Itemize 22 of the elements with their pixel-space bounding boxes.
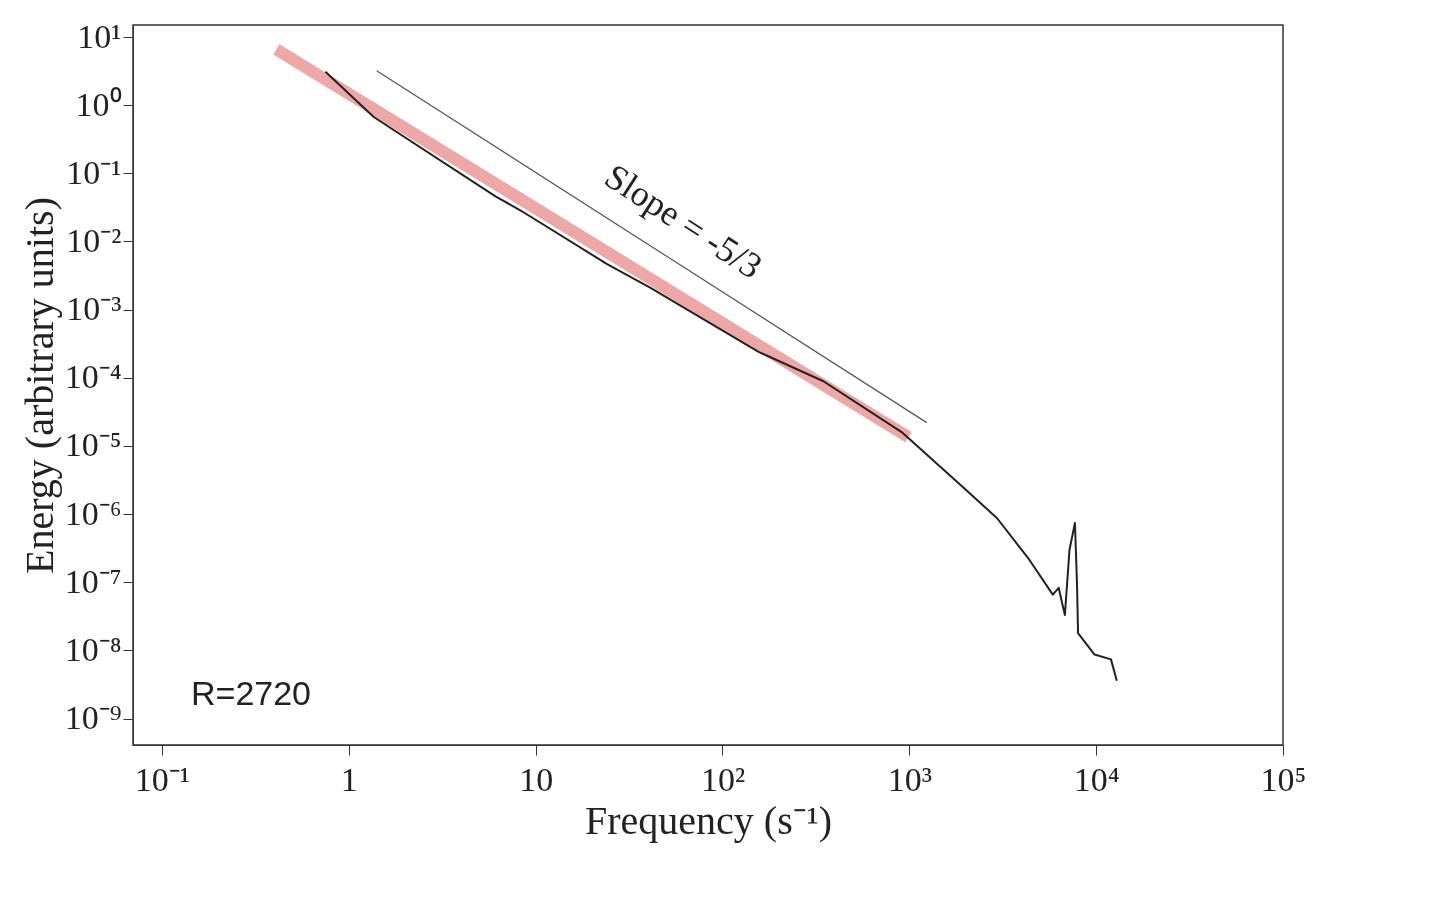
y-axis-title: Energy (arbitrary units) bbox=[16, 197, 62, 574]
x-axis-title: Frequency (s⁻¹) bbox=[584, 797, 833, 843]
annotation: Slope = -5/3 bbox=[597, 155, 770, 287]
y-tick-label: 10⁰ bbox=[75, 85, 122, 123]
y-tick-label: 10⁻⁶ bbox=[64, 494, 122, 532]
y-tick-label: 10⁻³ bbox=[66, 290, 122, 328]
y-tick-label: 10⁻⁷ bbox=[64, 562, 122, 600]
y-tick-label: 10⁻⁵ bbox=[64, 426, 122, 464]
y-tick-label: 10⁻² bbox=[66, 221, 122, 259]
x-tick-label: 10⁴ bbox=[1073, 760, 1120, 798]
x-tick-label: 1 bbox=[340, 760, 358, 798]
x-tick-label: 10³ bbox=[887, 760, 932, 798]
y-tick-label: 10⁻¹ bbox=[66, 153, 122, 191]
y-tick-label: 10¹ bbox=[77, 17, 122, 55]
y-tick-label: 10⁻⁴ bbox=[64, 358, 122, 396]
y-tick-label: 10⁻⁹ bbox=[64, 699, 122, 737]
x-tick-label: 10⁵ bbox=[1260, 760, 1307, 798]
y-tick-label: 10⁻⁸ bbox=[64, 630, 122, 668]
annotation: R=2720 bbox=[190, 674, 312, 712]
x-tick-label: 10⁻¹ bbox=[134, 760, 191, 798]
x-tick-label: 10 bbox=[519, 760, 554, 798]
x-tick-label: 10² bbox=[700, 760, 746, 798]
